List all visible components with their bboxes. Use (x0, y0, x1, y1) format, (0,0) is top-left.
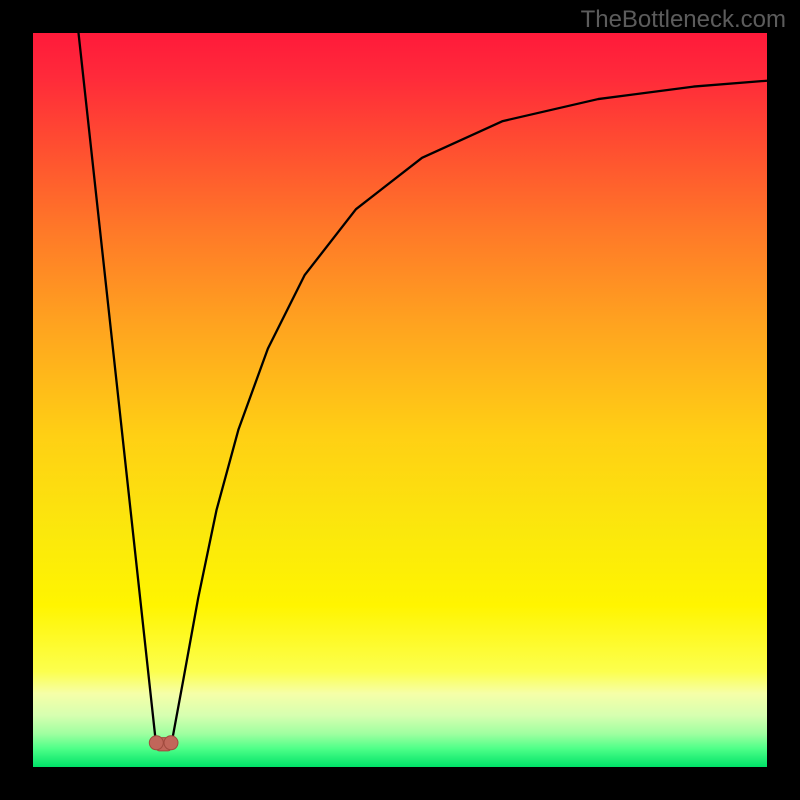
bottleneck-curve (79, 33, 767, 746)
curve-layer (0, 0, 800, 800)
chart-root: TheBottleneck.com (0, 0, 800, 800)
watermark-text: TheBottleneck.com (581, 6, 786, 34)
minimum-marker-dot-right (164, 736, 178, 750)
minimum-marker-dot-left (149, 736, 163, 750)
minimum-marker (149, 736, 178, 751)
